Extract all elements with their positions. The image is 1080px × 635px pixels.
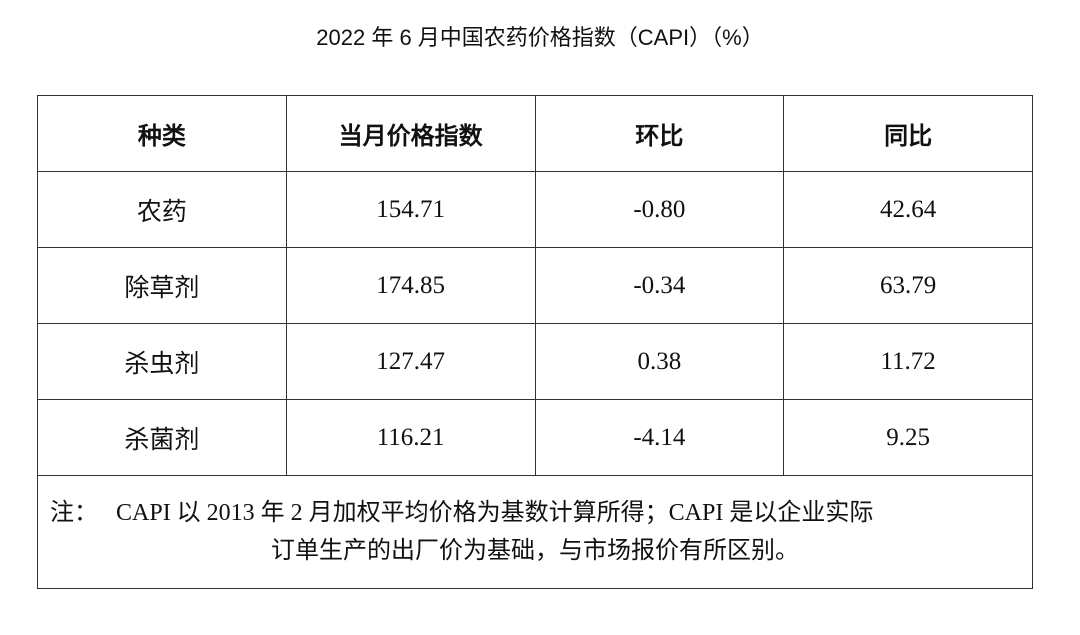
table-row: 除草剂 174.85 -0.34 63.79 [37, 247, 1033, 324]
table-row: 杀菌剂 116.21 -4.14 9.25 [37, 399, 1033, 476]
table-row: 农药 154.71 -0.80 42.64 [37, 171, 1033, 248]
note-label: 注： [50, 500, 98, 526]
note-text: CAPI 以 2013 年 2 月加权平均价格为基数计算所得；CAPI 是以企业… [116, 500, 874, 526]
table-cell: -0.34 [534, 247, 785, 324]
table-cell: 11.72 [783, 323, 1033, 400]
table-cell: 42.64 [783, 171, 1033, 248]
table-cell: 0.38 [534, 323, 785, 400]
column-header: 同比 [783, 95, 1033, 172]
table-cell: 63.79 [783, 247, 1033, 324]
note: 注： CAPI 以 2013 年 2 月加权平均价格为基数计算所得；CAPI 是以… [37, 475, 1033, 589]
note-text: 订单生产的出厂价为基础，与市场报价有所区别。 [271, 538, 799, 564]
column-header: 种类 [37, 95, 287, 172]
table-cell: 除草剂 [37, 247, 287, 324]
table-cell: 154.71 [285, 171, 536, 248]
table-row: 杀虫剂 127.47 0.38 11.72 [37, 323, 1033, 400]
table-cell: 农药 [37, 171, 287, 248]
table-cell: 174.85 [285, 247, 536, 324]
table-cell: -0.80 [534, 171, 785, 248]
header-row: 种类 当月价格指数 环比 同比 [37, 95, 1033, 172]
table-cell: 杀虫剂 [37, 323, 287, 400]
title: 2022 年 6 月中国农药价格指数（CAPI）（%） [316, 25, 764, 50]
column-header: 当月价格指数 [285, 95, 536, 172]
column-header: 环比 [534, 95, 785, 172]
table-cell: 杀菌剂 [37, 399, 287, 476]
table-body: 农药 154.71 -0.80 42.64 除草剂 174.85 -0.34 63.79 杀虫剂… [37, 171, 1033, 589]
table-cell: -4.14 [534, 399, 785, 476]
note-row: 注： CAPI 以 2013 年 2 月加权平均价格为基数计算所得；CAPI 是以… [37, 475, 1033, 589]
table-cell: 127.47 [285, 323, 536, 400]
table-cell: 116.21 [285, 399, 536, 476]
price-table: 种类 当月价格指数 环比 同比 农药 154.71 -0.80 42.64 除草剂 174.85… [37, 95, 1033, 589]
table-cell: 9.25 [783, 399, 1033, 476]
